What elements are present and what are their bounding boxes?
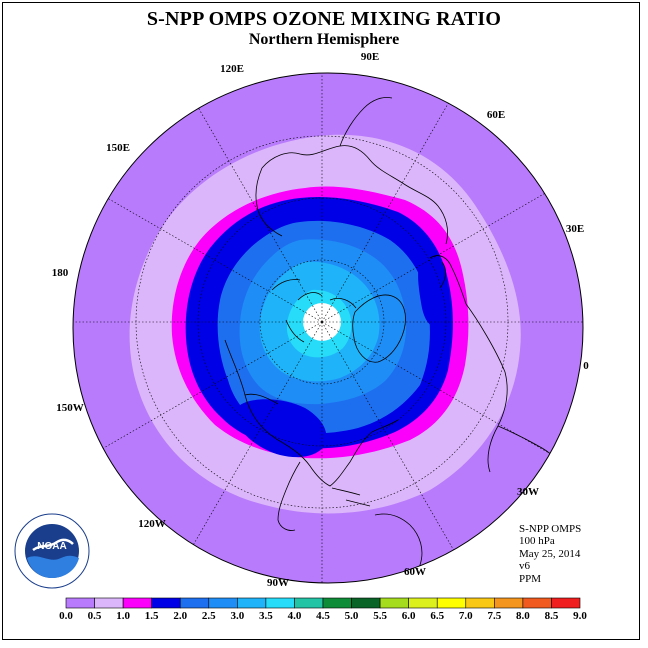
longitude-label: 90E <box>361 51 379 63</box>
longitude-label: 60W <box>404 566 426 578</box>
coast-arctic-islands <box>271 279 357 343</box>
colorbar-tick-labels: 0.0 0.5 1.0 1.5 2.0 2.5 3.0 3.5 4.0 4.5 5.0 5.5 6.0 6… <box>59 610 587 622</box>
longitude-label: 150E <box>106 142 130 154</box>
colorbar-tick-label: 5.5 <box>373 610 387 622</box>
colorbar-box <box>436 597 467 609</box>
colorbar-box <box>294 597 324 609</box>
longitude-label: 120W <box>138 518 166 530</box>
colorbar-box <box>522 597 552 609</box>
longitude-label: 60E <box>487 109 505 121</box>
colorbar-tick-label: 4.5 <box>316 610 330 622</box>
colorbar-tick-label: 7.5 <box>487 610 501 622</box>
colorbar-tick-label: 7.0 <box>459 610 473 622</box>
colorbar-tick-label: 9.0 <box>573 610 587 622</box>
colorbar-tick-label: 5.0 <box>345 610 359 622</box>
meridian-line <box>321 171 582 323</box>
colorbar-tick-label: 1.5 <box>145 610 159 622</box>
plot-frame <box>2 2 640 640</box>
colorbar-tick-label: 3.0 <box>230 610 244 622</box>
colorbar-box <box>208 597 238 609</box>
colorbar-tick-label: 8.5 <box>545 610 559 622</box>
longitude-label: 180 <box>52 267 69 279</box>
colorbar-tick-label: 2.0 <box>173 610 187 622</box>
info-units: PPM <box>519 572 542 585</box>
longitude-label: 120E <box>220 63 244 75</box>
colorbar-tick-label: 4.0 <box>288 610 302 622</box>
colorbar-box <box>179 597 210 609</box>
colorbar-box <box>465 597 495 609</box>
longitude-label: 0 <box>583 360 589 372</box>
longitude-label: 30W <box>517 486 539 498</box>
info-level: 100 hPa <box>519 535 555 548</box>
noaa-logo: NOAA <box>14 513 90 589</box>
map-title: S-NPP OMPS OZONE MIXING RATIO <box>146 8 502 30</box>
info-version: v6 <box>519 560 530 573</box>
noaa-logo-text: NOAA <box>37 541 66 552</box>
colorbar-box <box>351 597 381 609</box>
coast-caribbean <box>331 487 371 507</box>
colorbar-tick-label: 2.5 <box>202 610 216 622</box>
ozone-field <box>73 73 583 583</box>
colorbar-box <box>65 597 95 609</box>
colorbar-box <box>237 597 267 609</box>
longitude-labels: 90E 60E 30E 0 30W 60W 90W 120W 150W 180 150E 120E <box>52 51 590 589</box>
colorbar-box <box>551 597 581 609</box>
coast-europe <box>429 255 508 473</box>
meridian-line <box>171 321 323 582</box>
info-date: May 25, 2014 <box>519 547 581 560</box>
map-boundary <box>72 72 584 584</box>
map-subtitle: Northern Hemisphere <box>248 31 400 48</box>
longitude-label: 150W <box>56 402 84 414</box>
colorbar-box <box>494 597 524 609</box>
meridian-line <box>321 73 473 323</box>
colorbar-box <box>265 597 295 609</box>
coast-greenland <box>352 294 406 363</box>
colorbar <box>65 597 581 609</box>
info-instrument: S-NPP OMPS <box>519 523 582 535</box>
colorbar-tick-label: 6.0 <box>402 610 416 622</box>
north-america-low-ozone <box>236 399 327 458</box>
colorbar-box <box>151 597 181 609</box>
colorbar-box <box>379 597 409 609</box>
coast-north-america <box>224 339 399 531</box>
longitude-label: 30E <box>566 223 584 235</box>
colorbar-tick-label: 6.5 <box>430 610 444 622</box>
info-block: S-NPP OMPS 100 hPa May 25, 2014 v6 PPM <box>519 523 581 585</box>
colorbar-tick-label: 8.0 <box>516 610 530 622</box>
europe-low-ozone <box>418 261 450 328</box>
colorbar-box <box>94 597 124 609</box>
meridian-line <box>321 321 582 473</box>
colorbar-box <box>322 597 352 609</box>
colorbar-box <box>408 597 438 609</box>
coast-asia <box>255 97 448 245</box>
colorbar-tick-label: 1.0 <box>116 610 130 622</box>
meridian-line <box>73 321 323 473</box>
coastlines <box>224 97 573 583</box>
colorbar-tick-label: 0.5 <box>88 610 102 622</box>
longitude-label: 90W <box>267 577 289 589</box>
colorbar-tick-label: 0.0 <box>59 610 73 622</box>
meridian-line <box>321 321 473 582</box>
colorbar-tick-label: 3.5 <box>259 610 273 622</box>
colorbar-box <box>122 597 152 609</box>
